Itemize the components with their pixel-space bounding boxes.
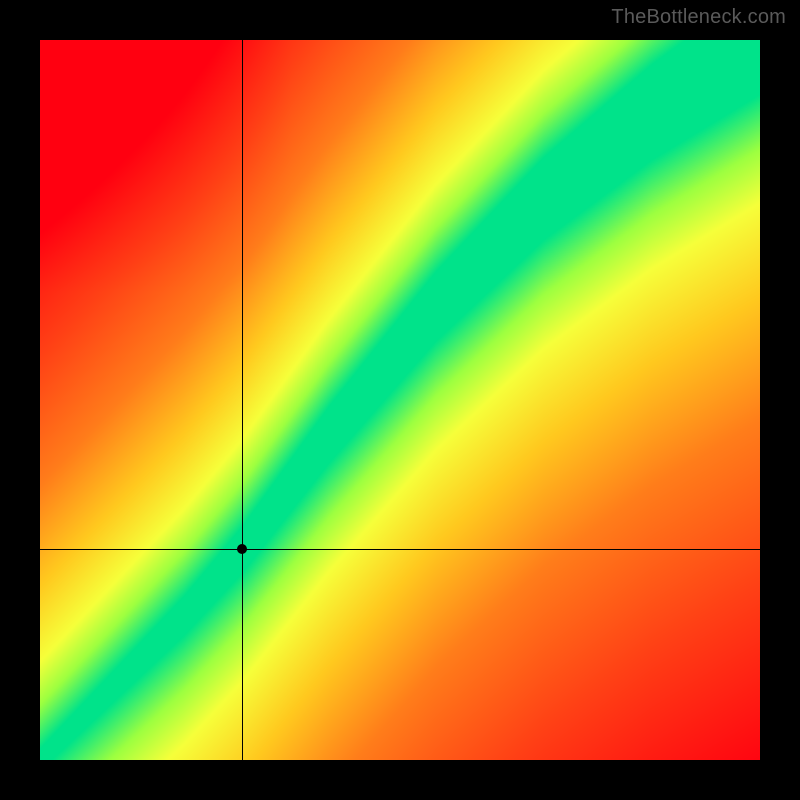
watermark-text: TheBottleneck.com — [611, 6, 786, 29]
heatmap-canvas — [40, 40, 760, 760]
chart-container: TheBottleneck.com — [0, 0, 800, 800]
plot-area — [40, 40, 760, 760]
